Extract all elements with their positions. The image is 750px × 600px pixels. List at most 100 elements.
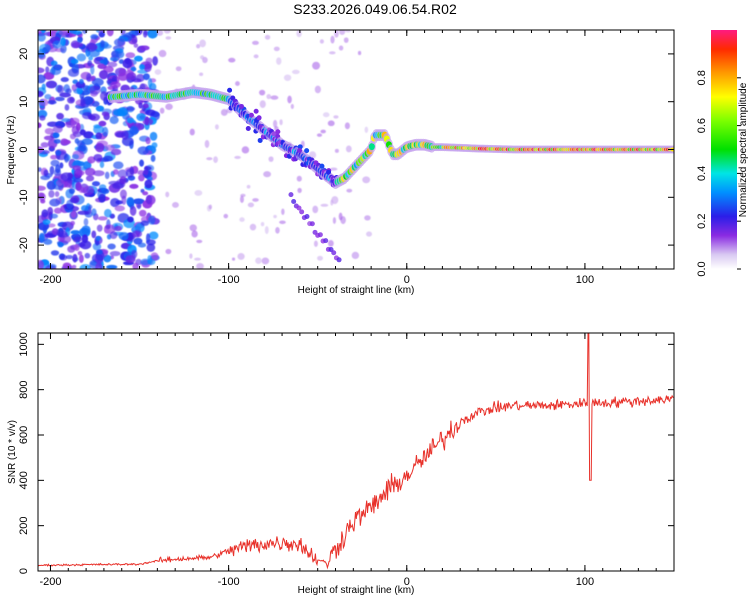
spectrogram-cell [49,67,62,76]
spectrogram-cell [140,220,150,226]
spectrogram-cell [261,257,270,265]
spectrogram-cell [77,210,90,215]
spectrogram-cell [255,257,262,265]
spectrogram-cell [67,172,73,180]
spectrogram-cell [49,198,61,207]
spectrogram-cell [84,252,91,259]
spectrogram-cell [95,235,101,241]
spectrogram-cell [204,139,210,148]
spectrogram-cell [149,131,158,141]
spectrogram-cell [252,40,259,45]
spectrogram-cell [41,83,46,91]
spectrogram-cell [38,74,46,84]
spectrogram-cell [199,72,204,77]
spectrogram-cell [256,115,262,121]
spectrogram-cell [100,40,105,48]
spectrogram-cell [43,169,49,177]
colorbar: 0.0 0.2 0.4 0.6 0.8 Normalized spectral ampl… [696,30,749,277]
spectrogram-cell [98,31,105,38]
spectrogram-cell [138,209,147,217]
spectrogram-cell [246,184,251,189]
spectrogram-cell [142,73,150,81]
spectrogram-cell [116,178,129,185]
spectrogram-cell [163,30,171,34]
spectrogram-cell [328,51,336,55]
spectrogram-cell [41,30,46,34]
spectrogram-ytick-label: 0 [18,146,30,152]
spectrogram-cell [86,73,92,82]
spectrogram-cell [273,214,277,219]
spectrogram-cell [279,220,286,225]
spectrogram-cell [52,132,60,139]
spectrogram-cell [253,54,259,59]
spectrogram-xlabel: Height of straight line (km) [298,285,415,296]
spectrogram-cell [317,232,323,238]
spectrogram-cell [127,216,134,223]
spectrogram-cell [299,209,305,215]
snr-frame [37,332,675,572]
spectrogram-cell [91,208,97,217]
spectrogram-cell [76,53,87,62]
spectrogram-cell [213,156,218,164]
spectrogram-cell [156,30,164,36]
spectrogram-cell [264,34,271,40]
spectrogram-cell [237,252,245,260]
spectrogram-cell [68,30,78,34]
spectrogram-cell [65,88,72,94]
spectrogram-cell [68,188,75,194]
spectrogram-cell [309,221,315,227]
spectrogram-cell [58,30,69,36]
spectrogram-cell [126,196,135,206]
spectrogram-cell [60,77,69,83]
snr-xtick-label: 0 [404,576,410,588]
spectrogram-cell [287,95,292,104]
snr-ytick-label: 600 [18,426,30,444]
spectrogram-cell [98,184,107,191]
spectrogram-cell [189,253,193,259]
spectrogram-cell [220,109,228,116]
spectrogram-cell [327,240,334,247]
spectrogram-cell [82,185,95,196]
spectrogram-cell [345,145,352,153]
spectrogram-cell [129,205,137,216]
spectrogram-xtick-label: 100 [576,274,594,286]
spectrogram-cell [147,258,156,266]
spectrogram-cell [61,118,71,123]
spectrogram-cell [39,115,46,121]
spectrogram-cell [239,217,245,222]
spectrogram-cell [44,94,52,100]
spectrogram-cell [70,220,75,226]
spectrogram-cell [259,89,266,96]
spectrogram-cell [107,61,118,68]
spectrogram-cell [133,43,139,48]
spectrogram-cell [92,170,105,177]
spectrogram-cell [54,191,60,197]
spectrogram-cell [96,224,103,232]
spectrogram-cell [276,57,282,65]
spectrogram-cell [249,223,257,231]
spectrogram-cell [235,81,240,87]
spectrogram-cell [296,205,302,211]
spectrogram-cell [151,142,158,149]
spectrogram-cell [148,215,156,225]
spectrogram-cell [98,70,109,80]
spectrogram-cell [275,129,281,135]
spectrogram-cell [53,138,61,144]
spectrogram-cell [90,34,99,40]
spectrogram-cell [59,92,71,98]
spectrogram-cell [238,103,244,109]
spectrogram-cell [150,252,159,261]
spectrogram-cell [268,156,274,162]
spectrogram-cell [109,231,118,239]
spectrogram-cell [297,187,302,193]
snr-xlabel: Height of straight line (km) [298,585,415,596]
spectrogram-cell [322,112,330,118]
spectrogram-cell [126,72,137,81]
colorbar-tick-label: 0.4 [696,166,708,181]
spectrogram-cell [104,228,111,234]
spectrogram-cell [194,190,203,196]
spectrogram-cell [189,224,197,232]
spectrogram-cell [344,30,351,33]
